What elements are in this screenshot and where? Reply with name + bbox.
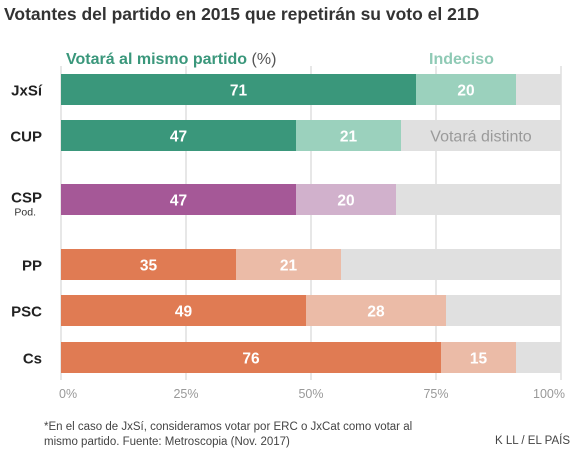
data-label-undecided: 15 [470, 351, 488, 368]
data-label-undecided: 20 [457, 83, 474, 100]
bar-different [396, 184, 561, 215]
bar-same-party [61, 184, 296, 215]
category-label: PSC [11, 304, 42, 321]
header-same-party: Votará al mismo partido (%) [66, 51, 276, 68]
data-label-same: 49 [175, 304, 193, 321]
x-tick-label: 75% [423, 387, 448, 401]
chart-title: Votantes del partido en 2015 que repetir… [4, 4, 480, 24]
data-label-undecided: 21 [280, 258, 298, 275]
category-label: CSP [11, 190, 42, 207]
header-different: Votará distinto [430, 129, 532, 146]
bar-different [341, 249, 561, 280]
x-tick-label: 100% [533, 387, 565, 401]
data-label-same: 47 [170, 193, 187, 210]
bar-undecided [416, 74, 516, 105]
bar-same-party [61, 120, 296, 151]
data-label-same: 71 [230, 83, 248, 100]
footnote: *En el caso de JxSí, consideramos votar … [44, 421, 413, 448]
bar-undecided [306, 295, 446, 326]
bar-same-party [61, 295, 306, 326]
data-label-undecided: 20 [337, 193, 354, 210]
bar-undecided [236, 249, 341, 280]
x-tick-label: 50% [298, 387, 323, 401]
category-label: JxSí [11, 83, 43, 100]
x-tick-label: 25% [173, 387, 198, 401]
category-label: CUP [10, 129, 42, 146]
header-unit: (%) [252, 51, 277, 68]
bar-same-party [61, 342, 441, 373]
category-label: PP [22, 258, 42, 275]
bar-undecided [296, 120, 401, 151]
data-label-same: 35 [140, 258, 158, 275]
bar-undecided [441, 342, 516, 373]
x-tick-label: 0% [59, 387, 77, 401]
bar-different [401, 120, 561, 151]
bar-different [446, 295, 561, 326]
bar-same-party [61, 249, 236, 280]
credit: K LL / EL PAÍS [494, 435, 570, 447]
data-label-undecided: 21 [340, 129, 358, 146]
bar-different [516, 74, 561, 105]
data-label-undecided: 28 [367, 304, 385, 321]
bar-different [516, 342, 561, 373]
category-label: Cs [23, 351, 42, 368]
category-sublabel: Pod. [14, 207, 36, 219]
data-label-same: 47 [170, 129, 187, 146]
data-label-same: 76 [242, 351, 260, 368]
bar-undecided [296, 184, 396, 215]
header-undecided: Indeciso [429, 51, 494, 68]
bar-same-party [61, 74, 416, 105]
